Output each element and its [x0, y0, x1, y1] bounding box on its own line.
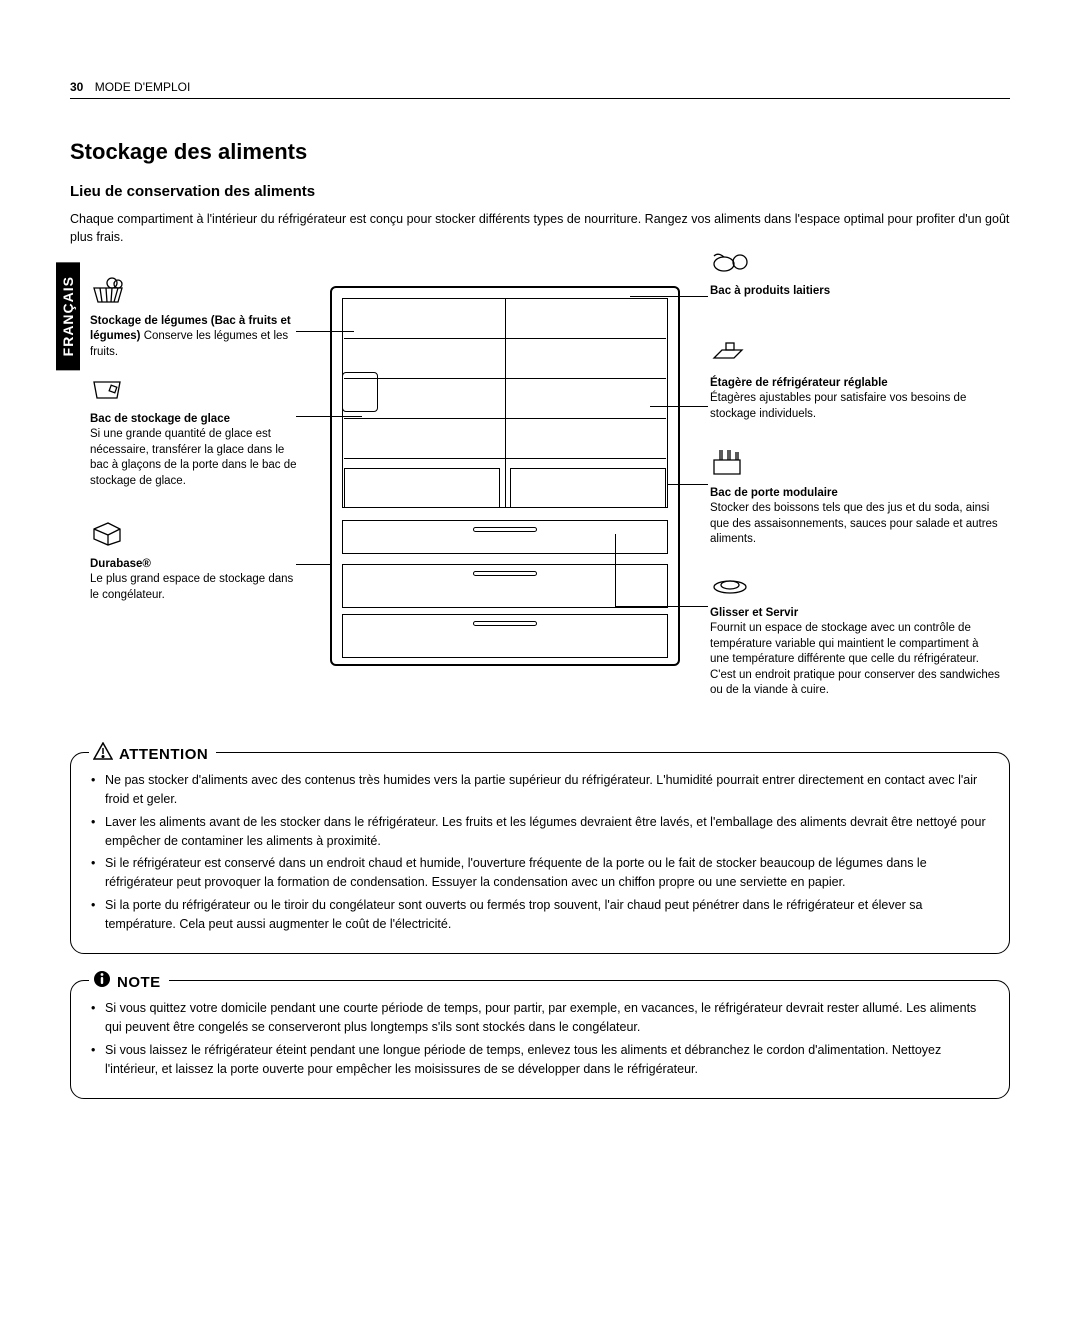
callout-title: Étagère de réfrigérateur réglable	[710, 376, 1000, 392]
attention-item: Ne pas stocker d'aliments avec des conte…	[91, 771, 989, 809]
warning-triangle-icon	[93, 742, 113, 768]
callout-door-bin: Bac de porte modulaire Stocker des boiss…	[710, 446, 1000, 548]
note-item: Si vous laissez le réfrigérateur éteint …	[91, 1041, 989, 1079]
callout-ice-bin: Bac de stockage de glace Si une grande q…	[90, 376, 300, 489]
page-header: 30 MODE D'EMPLOI	[70, 80, 1010, 99]
callout-text: Si une grande quantité de glace est néce…	[90, 428, 297, 487]
callout-text: Étagères ajustables pour satisfaire vos …	[710, 392, 966, 420]
callout-vegetables: Stockage de légumes (Bac à fruits et lég…	[90, 276, 300, 360]
callout-shelf: Étagère de réfrigérateur réglable Étagèr…	[710, 340, 1000, 422]
callout-glide-serve: Glisser et Servir Fournit un espace de s…	[710, 574, 1000, 699]
fridge-diagram	[330, 286, 680, 666]
callout-dairy: Bac à produits laitiers	[710, 250, 1000, 299]
note-list: Si vous quittez votre domicile pendant u…	[91, 999, 989, 1078]
info-circle-icon	[93, 970, 111, 996]
section-name: MODE D'EMPLOI	[95, 80, 191, 94]
attention-item: Laver les aliments avant de les stocker …	[91, 813, 989, 851]
dairy-icon	[710, 250, 1000, 280]
platter-icon	[710, 574, 1000, 602]
callout-title: Bac de porte modulaire	[710, 486, 1000, 502]
attention-list: Ne pas stocker d'aliments avec des conte…	[91, 771, 989, 933]
callout-text: Le plus grand espace de stockage dans le…	[90, 573, 293, 601]
callout-text: Fournit un espace de stockage avec un co…	[710, 622, 1000, 696]
page-subtitle: Lieu de conservation des aliments	[70, 183, 1010, 200]
callout-title: Bac de stockage de glace	[90, 412, 300, 428]
note-box: NOTE Si vous quittez votre domicile pend…	[70, 980, 1010, 1099]
attention-item: Si la porte du réfrigérateur ou le tiroi…	[91, 896, 989, 934]
callout-durabase: Durabase® Le plus grand espace de stocka…	[90, 519, 300, 603]
attention-box: ATTENTION Ne pas stocker d'aliments avec…	[70, 752, 1010, 954]
diagram-region: Stockage de légumes (Bac à fruits et lég…	[70, 266, 1010, 726]
callout-title: Bac à produits laitiers	[710, 284, 1000, 300]
intro-paragraph: Chaque compartiment à l'intérieur du réf…	[70, 210, 1010, 246]
durabase-icon	[90, 519, 300, 553]
callout-text: Stocker des boissons tels que des jus et…	[710, 502, 998, 545]
attention-label: ATTENTION	[89, 742, 216, 768]
page-title: Stockage des aliments	[70, 139, 1010, 165]
page-number: 30	[70, 80, 83, 94]
veg-basket-icon	[90, 276, 300, 310]
note-item: Si vous quittez votre domicile pendant u…	[91, 999, 989, 1037]
shelf-icon	[710, 340, 1000, 372]
attention-item: Si le réfrigérateur est conservé dans un…	[91, 854, 989, 892]
bottles-icon	[710, 446, 1000, 482]
note-label: NOTE	[89, 970, 169, 996]
callout-title: Durabase®	[90, 557, 300, 573]
ice-bin-icon	[90, 376, 300, 408]
callout-title: Glisser et Servir	[710, 606, 1000, 622]
